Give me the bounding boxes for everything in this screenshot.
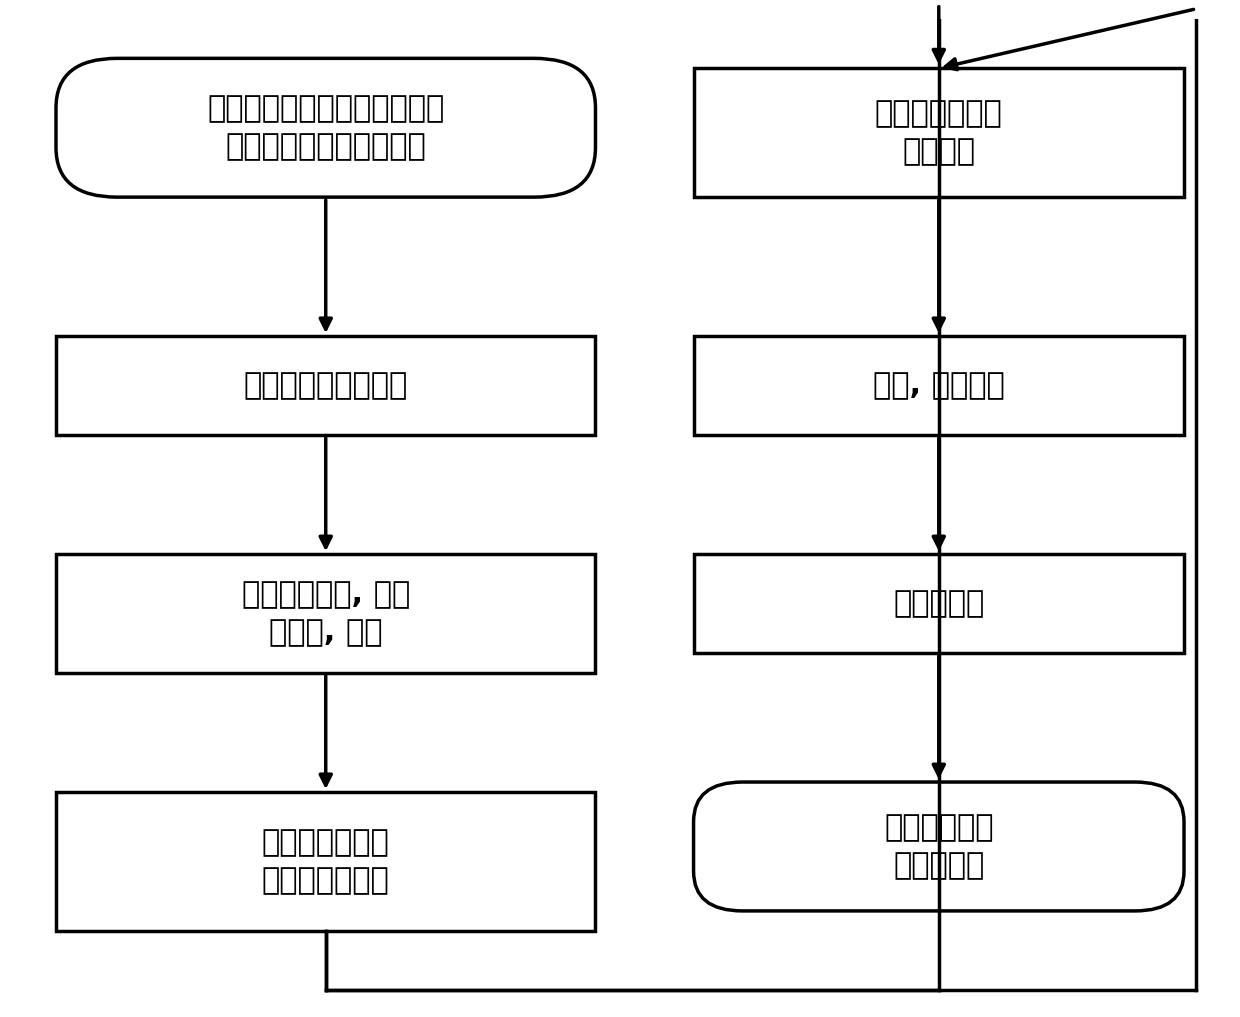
Text: 可得环氧树脂
盆式绝缘子: 可得环氧树脂 盆式绝缘子 bbox=[884, 813, 993, 880]
Text: 模具放入烤箱，
一次固化: 模具放入烤箱， 一次固化 bbox=[875, 99, 1003, 167]
Text: 预热处理模具, 推入
浇注罐, 抽空: 预热处理模具, 推入 浇注罐, 抽空 bbox=[242, 580, 410, 647]
FancyBboxPatch shape bbox=[693, 782, 1184, 911]
FancyBboxPatch shape bbox=[693, 336, 1184, 435]
FancyBboxPatch shape bbox=[56, 58, 595, 197]
FancyBboxPatch shape bbox=[693, 68, 1184, 197]
FancyBboxPatch shape bbox=[56, 336, 595, 435]
Text: 电机搅拌、真空脱气: 电机搅拌、真空脱气 bbox=[243, 371, 408, 400]
Text: 冷却，脱模: 冷却，脱模 bbox=[893, 589, 985, 618]
FancyBboxPatch shape bbox=[56, 554, 595, 673]
FancyBboxPatch shape bbox=[693, 554, 1184, 653]
FancyBboxPatch shape bbox=[56, 792, 595, 931]
Text: 脱模, 二次固化: 脱模, 二次固化 bbox=[873, 371, 1004, 400]
Text: 将环氧树脂、固化剂和氧化铝
按照设定配比加入混合罐: 将环氧树脂、固化剂和氧化铝 按照设定配比加入混合罐 bbox=[207, 95, 444, 162]
Text: 环氧树脂混合材
料浇注至模具内: 环氧树脂混合材 料浇注至模具内 bbox=[262, 828, 389, 895]
